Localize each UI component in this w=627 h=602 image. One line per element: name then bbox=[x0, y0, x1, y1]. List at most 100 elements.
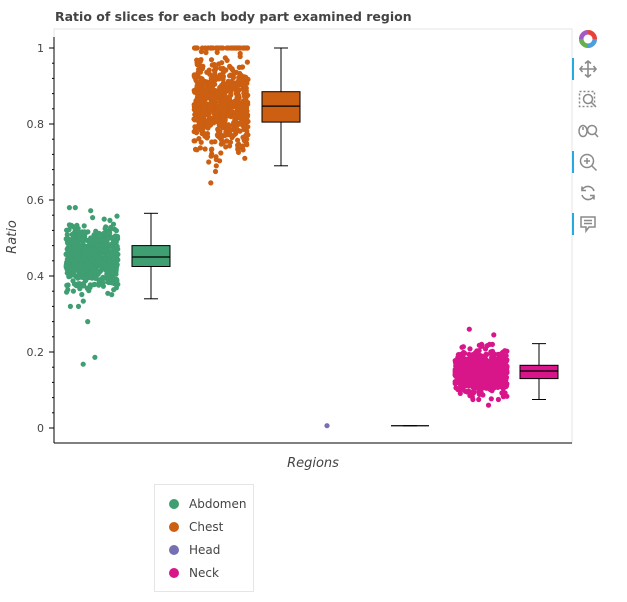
outlier-point bbox=[208, 180, 214, 186]
data-point bbox=[69, 266, 75, 272]
data-point bbox=[228, 92, 234, 98]
data-point bbox=[74, 255, 80, 261]
data-point bbox=[225, 122, 232, 128]
pan-tool-button[interactable] bbox=[572, 56, 604, 82]
box-zoom-tool-button[interactable] bbox=[572, 87, 604, 113]
wheel-zoom-tool-button[interactable] bbox=[572, 118, 604, 144]
legend-label: Neck bbox=[189, 566, 219, 580]
data-point bbox=[64, 289, 70, 295]
data-point bbox=[81, 252, 87, 258]
data-point bbox=[468, 382, 475, 388]
data-point bbox=[492, 351, 498, 357]
data-point bbox=[90, 215, 96, 221]
data-point bbox=[238, 72, 244, 78]
data-point bbox=[209, 62, 215, 68]
data-point bbox=[201, 116, 207, 122]
data-point bbox=[220, 139, 226, 145]
data-point bbox=[193, 130, 200, 136]
reset-tool-button[interactable] bbox=[572, 180, 604, 206]
data-point bbox=[101, 216, 107, 222]
data-point bbox=[237, 45, 243, 51]
data-point bbox=[221, 124, 227, 131]
data-point bbox=[218, 150, 224, 156]
data-point bbox=[202, 81, 208, 87]
data-point bbox=[227, 127, 233, 133]
data-point bbox=[81, 283, 87, 289]
data-point bbox=[229, 67, 236, 73]
data-point bbox=[206, 159, 212, 165]
data-point bbox=[96, 282, 102, 288]
data-point bbox=[488, 368, 494, 374]
data-point bbox=[495, 396, 501, 403]
data-point bbox=[70, 288, 76, 294]
data-point bbox=[213, 65, 219, 71]
data-point bbox=[65, 282, 71, 288]
data-point bbox=[115, 246, 121, 252]
data-point bbox=[486, 358, 492, 365]
data-point bbox=[202, 88, 208, 94]
strip-chest bbox=[191, 45, 251, 186]
data-point bbox=[240, 143, 246, 149]
data-point bbox=[218, 45, 225, 51]
data-point bbox=[215, 45, 221, 51]
data-point bbox=[236, 77, 242, 83]
data-point bbox=[492, 357, 498, 363]
data-point bbox=[473, 370, 479, 376]
data-point bbox=[470, 374, 476, 380]
data-point bbox=[484, 351, 490, 358]
data-point bbox=[110, 239, 117, 245]
data-point bbox=[100, 274, 106, 280]
data-point bbox=[201, 107, 207, 113]
data-point bbox=[215, 90, 221, 97]
data-point bbox=[76, 267, 82, 273]
data-point bbox=[108, 224, 114, 231]
y-tick-label: 0.6 bbox=[27, 194, 45, 207]
outlier-point bbox=[485, 402, 492, 408]
data-point bbox=[236, 82, 242, 88]
hover-icon bbox=[580, 216, 596, 234]
data-point bbox=[70, 231, 76, 237]
strip-neck bbox=[452, 326, 510, 408]
data-point bbox=[206, 101, 213, 108]
bokeh-logo-button[interactable] bbox=[572, 26, 604, 52]
data-point bbox=[207, 87, 213, 93]
bokeh-logo-icon bbox=[579, 30, 597, 48]
zoom-in-tool-button[interactable] bbox=[572, 149, 604, 175]
data-point bbox=[487, 386, 493, 393]
data-point bbox=[467, 346, 473, 352]
data-point bbox=[199, 98, 205, 104]
data-point bbox=[199, 130, 205, 137]
data-point bbox=[71, 281, 77, 287]
data-point bbox=[93, 253, 100, 260]
legend-item-abdomen[interactable]: Abdomen bbox=[169, 494, 246, 514]
data-point bbox=[222, 93, 228, 99]
data-point bbox=[67, 303, 73, 309]
legend-item-head[interactable]: Head bbox=[169, 540, 220, 560]
legend-item-neck[interactable]: Neck bbox=[169, 563, 219, 583]
data-point bbox=[109, 250, 115, 256]
y-tick-label: 0.2 bbox=[27, 346, 45, 359]
box-chest bbox=[261, 47, 301, 167]
data-point bbox=[111, 255, 117, 261]
legend-swatch-neck bbox=[169, 568, 179, 578]
box-iqr bbox=[131, 245, 171, 268]
data-point bbox=[225, 113, 231, 119]
strip-abdomen bbox=[63, 205, 121, 367]
legend-item-chest[interactable]: Chest bbox=[169, 517, 223, 537]
data-point bbox=[214, 49, 220, 56]
box-abdomen bbox=[131, 212, 171, 300]
data-point bbox=[463, 376, 469, 382]
data-point bbox=[504, 393, 510, 399]
data-point bbox=[202, 146, 208, 152]
y-tick-label: 0.4 bbox=[27, 270, 45, 283]
data-point bbox=[80, 275, 86, 281]
data-point bbox=[75, 303, 82, 309]
data-point bbox=[498, 357, 504, 363]
data-point bbox=[234, 122, 240, 128]
hover-tool-button[interactable] bbox=[572, 211, 604, 237]
data-point bbox=[202, 45, 208, 51]
box-neck bbox=[519, 343, 559, 400]
data-point bbox=[197, 123, 203, 129]
data-point bbox=[208, 57, 215, 63]
